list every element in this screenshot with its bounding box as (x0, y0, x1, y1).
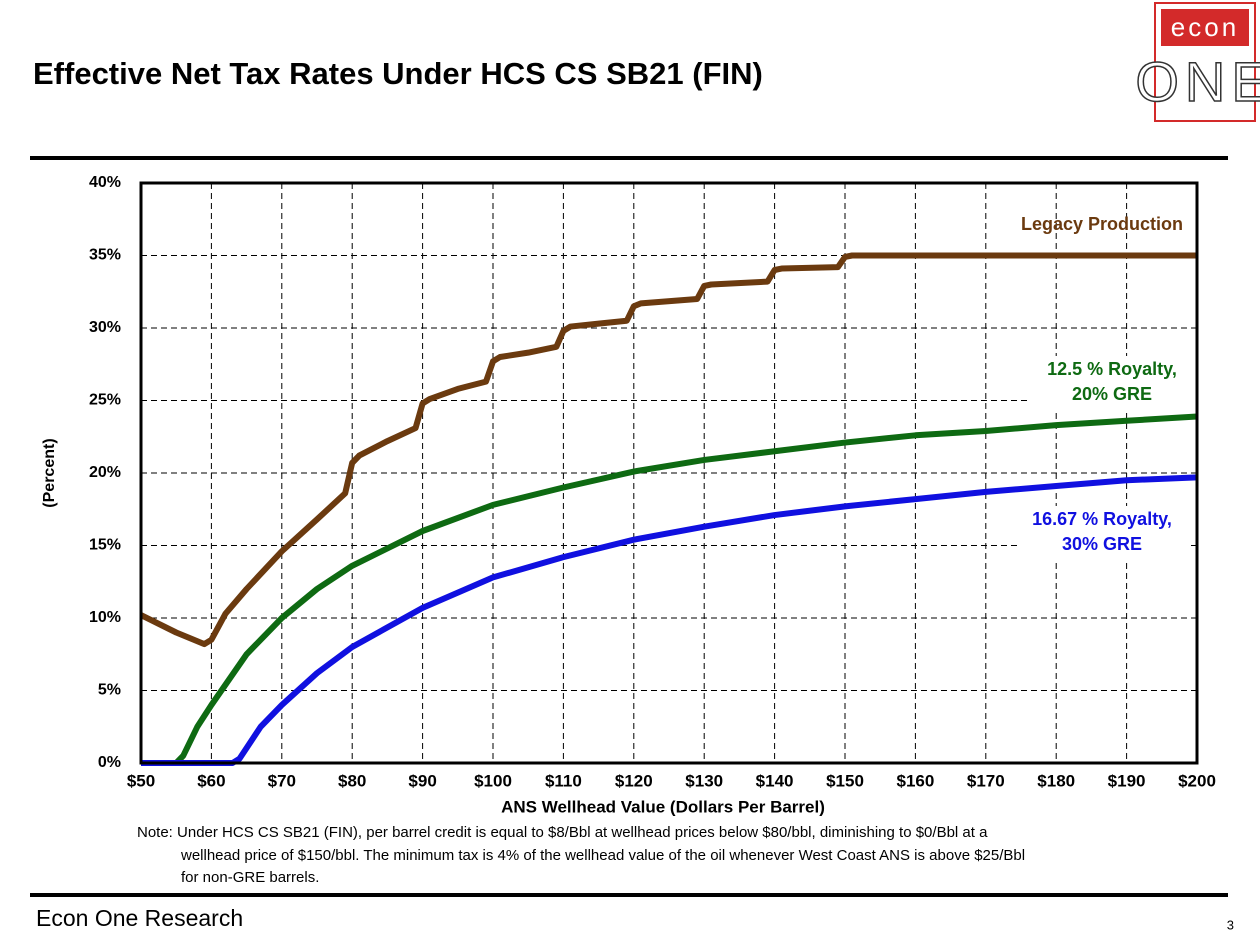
x-tick-label: $180 (1037, 771, 1075, 790)
x-tick-label: $150 (826, 771, 864, 790)
plot-frame (139, 181, 1199, 765)
y-tick-label: 40% (89, 174, 121, 191)
note-line: for non-GRE barrels. (181, 869, 319, 886)
y-tick-label: 5% (98, 682, 121, 699)
logo-band (1161, 9, 1249, 46)
logo-bottom: ONE (1135, 50, 1260, 113)
x-tick-label: $80 (338, 771, 366, 790)
series-line (139, 252, 1197, 648)
logo-top: econ (1171, 12, 1239, 42)
rule (30, 156, 1228, 160)
series-line (141, 413, 1198, 766)
series-label: 16.67 % Royalty, 30% GRE (1032, 509, 1172, 554)
series-label: 12.5 % Royalty, 20% GRE (1047, 359, 1177, 404)
x-tick-label: $190 (1108, 771, 1146, 790)
x-tick-label: $70 (268, 771, 296, 790)
y-tick-label: 25% (89, 392, 121, 409)
label-bg (1027, 356, 1197, 411)
x-tick-label: $200 (1178, 771, 1216, 790)
note-line: Note: Under HCS CS SB21 (FIN), per barre… (137, 824, 988, 841)
x-tick-label: $110 (545, 771, 582, 790)
x-tick-label: $60 (197, 771, 225, 790)
series-label: Legacy Production (1021, 214, 1183, 234)
x-tick-label: $100 (474, 771, 512, 790)
note-line: wellhead price of $150/bbl. The minimum … (180, 847, 1025, 864)
y-tick-label: 20% (89, 464, 121, 481)
x-tick-label: $90 (408, 771, 436, 790)
page-number: 3 (1227, 917, 1234, 932)
chart-title: Effective Net Tax Rates Under HCS CS SB2… (33, 56, 763, 91)
y-tick-label: 0% (98, 754, 121, 771)
x-tick-label: $170 (967, 771, 1005, 790)
footer: Econ One Research (36, 905, 243, 931)
y-tick-label: 35% (89, 247, 121, 264)
logo-frame (1154, 2, 1256, 122)
x-tick-label: $130 (685, 771, 723, 790)
y-tick-label: 15% (89, 537, 121, 554)
x-tick-label: $120 (615, 771, 653, 790)
x-tick-label: $160 (896, 771, 934, 790)
x-tick-label: $140 (756, 771, 794, 790)
y-tick-label: 10% (89, 609, 121, 626)
y-axis-title: (Percent) (41, 438, 58, 507)
rule (30, 893, 1228, 897)
x-tick-label: $50 (127, 771, 155, 790)
x-axis-title: ANS Wellhead Value (Dollars Per Barrel) (501, 797, 825, 816)
label-bg (1017, 506, 1187, 561)
y-tick-label: 30% (89, 319, 121, 336)
series-line (141, 474, 1198, 766)
